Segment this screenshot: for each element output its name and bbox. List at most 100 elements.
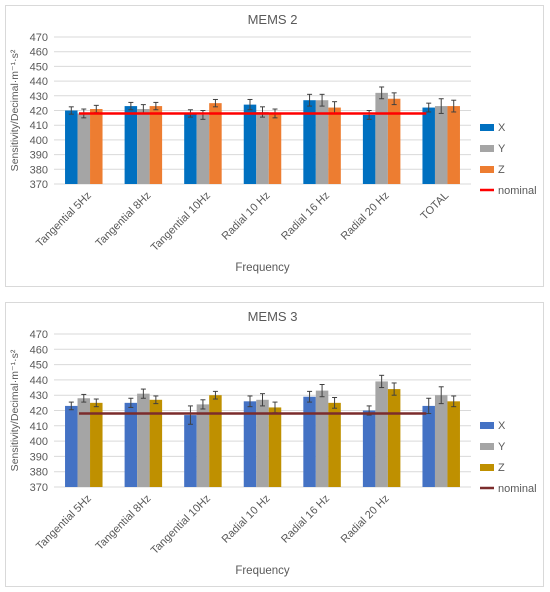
y-tick-label: 390 [30,150,48,162]
bar-z [209,103,222,184]
legend-swatch-z [480,166,494,173]
chart-mems-2: MEMS 2 370 380 390 400 410 420 430 440 450 460 470 S… [9,12,537,274]
bar-x [124,106,138,184]
bar-z [149,106,163,184]
x-tick-label: Radial 16 Hz [279,493,332,546]
x-axis-label: Frequency [235,262,290,274]
bar-y [375,92,388,184]
legend-label-y: Y [498,441,506,453]
bar-y [256,399,269,487]
x-tick-label: Radial 10 Hz [220,190,273,243]
y-tick-label: 420 [30,406,48,418]
x-tick-label: Tangential 10Hz [149,493,213,557]
x-tick-label: Radial 10 Hz [220,493,273,546]
chart-panel-mems-3: MEMS 3 370 380 390 400 410 420 430 440 450 460 470 S… [5,302,544,587]
y-tick-label: 380 [30,164,48,176]
bar-y [137,109,150,184]
x-tick-label: Tangential 8Hz [94,493,154,553]
bar-x [184,415,197,487]
y-tick-label: 440 [30,76,48,88]
bar-y [315,100,329,184]
y-tick-label: 380 [30,467,48,479]
bar-y [434,395,448,487]
bar-z [209,395,222,487]
y-tick-label: 450 [30,61,48,73]
legend-swatch-x [480,124,494,131]
x-tick-label: Radial 20 Hz [339,190,392,243]
bar-x [65,405,78,487]
bar-z [90,402,103,487]
y-tick-label: 370 [30,482,48,494]
bar-y [375,381,388,487]
x-tick-label: Radial 16 Hz [279,190,332,243]
legend-label-x: X [498,420,506,432]
y-tick-label: 400 [30,436,48,448]
y-tick-label: 460 [30,47,48,59]
y-axis-label: Sensitivity/Decimal·m⁻¹·s² [9,49,21,171]
y-axis-label: Sensitivity/Decimal·m⁻¹·s² [9,349,21,471]
y-tick-label: 410 [30,421,48,433]
bar-z [328,402,341,487]
legend-swatch-z [480,464,494,471]
bar-x [362,410,376,487]
bar-y [77,113,91,184]
y-tick-label: 430 [30,390,48,402]
bar-x [303,100,316,184]
bar-z [447,401,460,487]
bar-y [434,106,448,184]
x-tick-label: Tangential 5Hz [34,493,94,553]
y-tick-label: 450 [30,360,48,372]
bar-z [387,98,401,184]
y-tick-label: 390 [30,451,48,463]
y-tick-label: 400 [30,135,48,147]
bar-x [243,104,257,184]
x-tick-label: Tangential 5Hz [34,190,94,250]
legend-label-y: Y [498,143,506,155]
bar-z [268,407,282,487]
bar-y [77,398,91,487]
bar-z [268,113,282,184]
y-tick-label: 470 [30,329,48,341]
chart-title: MEMS 3 [248,309,298,324]
legend-label-nominal: nominal [498,185,537,197]
y-tick-label: 470 [30,32,48,44]
y-tick-label: 370 [30,179,48,191]
y-tick-label: 460 [30,344,48,356]
bar-z [328,107,341,184]
bar-x [124,402,138,487]
bar-x [65,110,78,184]
y-tick-label: 430 [30,91,48,103]
y-tick-label: 420 [30,106,48,118]
chart-mems-3: MEMS 3 370 380 390 400 410 420 430 440 450 460 470 S… [9,309,537,577]
chart-title: MEMS 2 [248,12,298,27]
legend-swatch-y [480,443,494,450]
bar-z [447,106,460,184]
x-tick-label: Radial 20 Hz [339,493,392,546]
x-tick-label: TOTAL [418,190,451,223]
chart-panel-mems-2: MEMS 2 370 380 390 400 410 420 430 440 450 460 470 S… [5,5,544,287]
legend-label-x: X [498,122,506,134]
y-tick-label: 440 [30,375,48,387]
bar-x [362,114,376,184]
x-tick-label: Tangential 10Hz [149,190,213,254]
legend-swatch-y [480,145,494,152]
bar-y [196,114,210,184]
bar-x [303,396,316,487]
bar-z [149,399,163,487]
bar-y [196,404,210,487]
bar-y [315,390,329,487]
y-tick-label: 410 [30,120,48,132]
bar-x [422,405,435,487]
bar-x [184,113,197,184]
bar-y [256,111,269,184]
legend-label-z: Z [498,462,505,474]
bar-y [137,393,150,487]
bar-x [243,401,257,487]
x-tick-label: Tangential 8Hz [94,190,154,250]
bar-x [422,107,435,184]
x-axis-label: Frequency [235,565,290,577]
legend-label-nominal: nominal [498,483,537,495]
bar-z [90,109,103,184]
legend-label-z: Z [498,164,505,176]
bar-z [387,389,401,487]
